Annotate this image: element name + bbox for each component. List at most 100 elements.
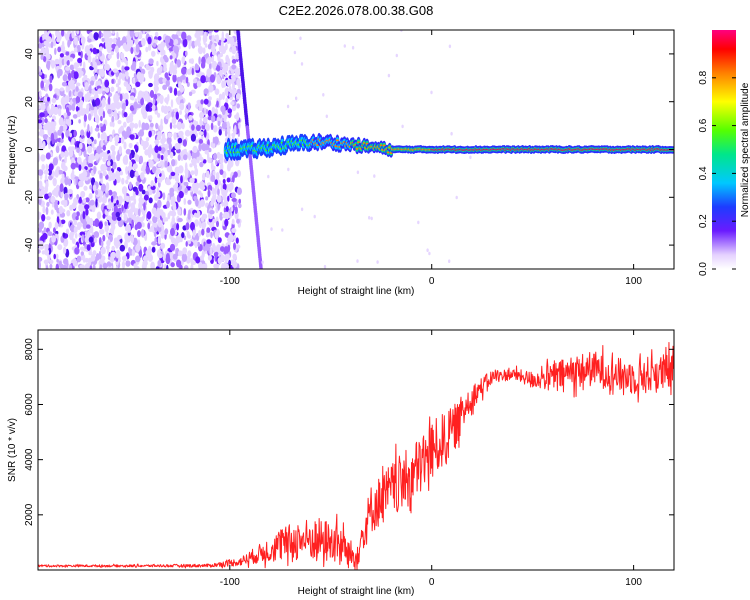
noise-cell [51,97,57,104]
noise-cell [267,174,270,179]
noise-cell [154,145,159,154]
noise-cell [100,68,105,78]
noise-cell [99,264,103,269]
noise-cell [88,236,94,243]
noise-cell [204,43,208,48]
noise-cell [226,177,231,183]
noise-cell [96,60,101,66]
noise-cell [86,224,91,229]
noise-cell [87,163,94,168]
noise-cell [144,90,148,96]
noise-cell [72,257,77,267]
y-tick-label: -20 [24,190,35,205]
noise-cell [82,198,87,204]
noise-cell [97,88,103,95]
noise-cell [146,211,152,220]
y-tick-label: 40 [24,48,35,60]
noise-cell [208,147,212,153]
noise-cell [49,75,53,84]
spectrogram-ylabel: Frequency (Hz) [7,116,18,185]
noise-cell [165,255,171,265]
noise-cell [148,160,154,168]
noise-cell [186,35,192,41]
noise-cell [105,231,110,238]
noise-cell [121,255,128,262]
noise-cell [38,42,43,49]
y-tick-label: -40 [24,237,35,252]
noise-cell [171,216,176,225]
noise-cell [94,218,100,228]
noise-cell [184,167,189,176]
noise-cell [77,156,82,163]
noise-cell [162,84,168,91]
noise-cell [93,32,99,41]
noise-cell [42,56,47,62]
noise-cell [201,213,208,220]
noise-cell [57,244,63,251]
y-tick-label: 2000 [24,503,35,526]
noise-cell [376,260,379,264]
noise-cell [75,95,81,104]
noise-cell [165,76,170,81]
noise-cell [198,131,204,136]
noise-cell [124,92,129,102]
noise-cell [112,193,116,200]
noise-cell [123,111,128,118]
noise-cell [177,137,183,144]
noise-cell [190,170,195,176]
noise-cell [101,197,107,204]
noise-cell [147,45,152,51]
noise-cell [44,74,47,79]
noise-cell [102,156,107,163]
noise-cell [154,139,160,145]
x-tick-label: 100 [625,577,642,588]
noise-cell [212,125,218,133]
noise-cell [227,195,230,202]
noise-cell [295,96,298,101]
noise-cell [193,212,198,218]
noise-cell [102,97,106,106]
noise-cell [69,64,75,71]
noise-cell [142,30,146,35]
noise-cell [155,122,159,130]
noise-cell [54,58,60,65]
noise-cell [287,167,290,172]
noise-cell [151,246,156,253]
noise-cell [144,149,150,156]
noise-cell [56,30,60,39]
noise-cell [208,30,212,34]
noise-cell [166,264,169,269]
snr-ylabel: SNR (10 * v/v) [7,418,18,482]
noise-cell [176,236,181,244]
noise-cell [86,244,91,251]
noise-cell [124,45,130,52]
noise-cell [227,159,234,168]
noise-cell [85,208,89,216]
noise-cell [198,143,202,152]
noise-cell [172,68,178,76]
noise-cell [139,61,144,67]
noise-cell [184,187,188,194]
noise-cell [51,235,56,243]
noise-cell [62,246,67,255]
noise-cell [227,108,233,114]
noise-cell [44,118,48,124]
noise-cell [54,47,57,56]
noise-cell [86,50,92,56]
noise-cell [188,114,193,121]
noise-cell [100,183,107,192]
noise-cell [212,219,216,224]
noise-cell [183,198,187,205]
noise-cell [135,181,140,187]
noise-cell [47,62,50,71]
noise-cell [175,111,179,120]
noise-cell [209,246,213,255]
noise-cell [52,131,58,140]
noise-cell [215,160,218,165]
noise-cell [141,228,145,238]
noise-cell [71,202,76,208]
noise-cell [216,65,221,72]
noise-cell [117,78,121,86]
noise-cell [139,77,142,82]
colorbar-tick-label: 0.0 [698,262,709,276]
